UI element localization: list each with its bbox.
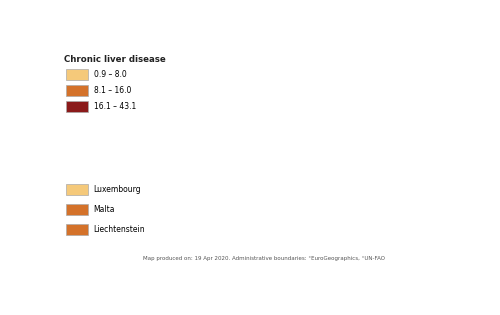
FancyBboxPatch shape bbox=[66, 85, 87, 96]
FancyBboxPatch shape bbox=[66, 184, 87, 195]
Text: Chronic liver disease: Chronic liver disease bbox=[64, 55, 166, 64]
Text: 16.1 – 43.1: 16.1 – 43.1 bbox=[94, 102, 136, 111]
Text: 0.9 – 8.0: 0.9 – 8.0 bbox=[94, 70, 126, 79]
Text: 8.1 – 16.0: 8.1 – 16.0 bbox=[94, 86, 131, 95]
FancyBboxPatch shape bbox=[66, 204, 87, 215]
Text: Malta: Malta bbox=[94, 205, 115, 214]
FancyBboxPatch shape bbox=[66, 224, 87, 235]
FancyBboxPatch shape bbox=[66, 101, 87, 112]
FancyBboxPatch shape bbox=[66, 69, 87, 80]
Text: Liechtenstein: Liechtenstein bbox=[94, 225, 145, 234]
Text: Luxembourg: Luxembourg bbox=[94, 185, 141, 194]
Text: Map produced on: 19 Apr 2020. Administrative boundaries: °EuroGeographics, °UN-F: Map produced on: 19 Apr 2020. Administra… bbox=[143, 256, 385, 261]
